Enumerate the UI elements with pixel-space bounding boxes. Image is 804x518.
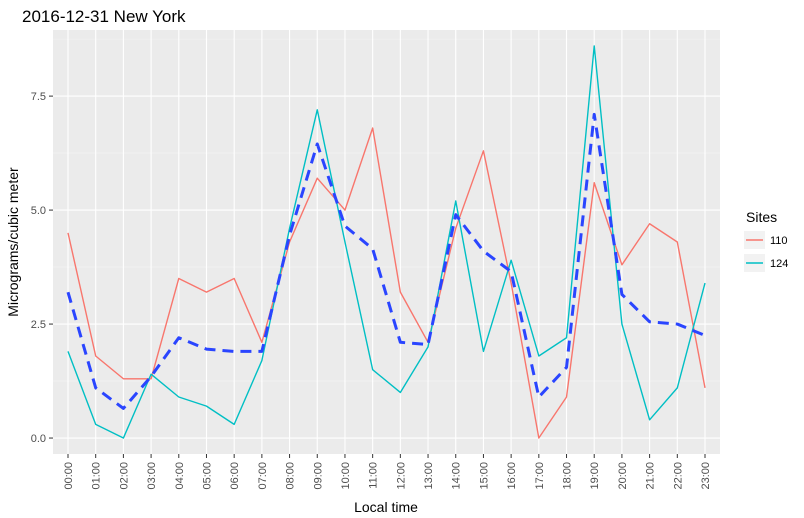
x-axis-title: Local time [354, 499, 418, 515]
y-tick-label: 7.5 [31, 91, 46, 103]
x-tick-label: 02:00 [118, 462, 130, 490]
chart-title: 2016-12-31 New York [22, 7, 186, 26]
legend-label-110: 110 [770, 235, 788, 247]
series-line-mean [66, 112, 706, 410]
x-tick-label: 19:00 [589, 462, 601, 490]
x-tick-label: 09:00 [312, 462, 324, 490]
series-layer [66, 45, 706, 439]
x-tick-label: 13:00 [423, 462, 435, 490]
x-tick-label: 00:00 [63, 462, 75, 490]
y-tick-label: 2.5 [31, 319, 46, 331]
x-tick-label: 04:00 [174, 462, 186, 490]
series-line-124 [67, 45, 706, 439]
series-line-110 [67, 127, 706, 439]
y-axis-ticks: 0.0 2.5 5.0 7.5 [31, 91, 53, 445]
legend-title: Sites [746, 209, 777, 225]
x-tick-label: 20:00 [617, 462, 629, 490]
y-tick-label: 0.0 [31, 433, 46, 445]
x-tick-label: 10:00 [340, 462, 352, 490]
x-tick-label: 11:00 [368, 462, 380, 489]
x-tick-label: 21:00 [645, 462, 657, 490]
x-tick-label: 14:00 [451, 462, 463, 490]
x-tick-label: 06:00 [229, 462, 241, 490]
y-axis-title: Micrograms/cubic meter [5, 167, 21, 317]
legend: Sites 110 124 [744, 209, 788, 272]
x-tick-label: 07:00 [257, 462, 269, 490]
x-tick-label: 08:00 [285, 462, 297, 490]
x-tick-label: 23:00 [700, 462, 712, 490]
plot-panel [53, 30, 720, 454]
major-gridlines [53, 30, 720, 454]
x-tick-label: 16:00 [506, 462, 518, 490]
y-tick-label: 5.0 [31, 205, 46, 217]
x-tick-label: 12:00 [395, 462, 407, 490]
x-tick-label: 01:00 [91, 462, 103, 490]
x-tick-label: 17:00 [534, 462, 546, 490]
x-tick-label: 15:00 [478, 462, 490, 490]
legend-label-124: 124 [770, 258, 788, 270]
x-tick-label: 22:00 [672, 462, 684, 490]
x-tick-label: 18:00 [562, 462, 574, 490]
x-axis-ticks: 00:00 01:00 02:00 03:00 04:00 05:00 06:00 07:00… [63, 454, 712, 490]
x-tick-label: 05:00 [201, 462, 213, 490]
x-tick-label: 03:00 [146, 462, 158, 490]
